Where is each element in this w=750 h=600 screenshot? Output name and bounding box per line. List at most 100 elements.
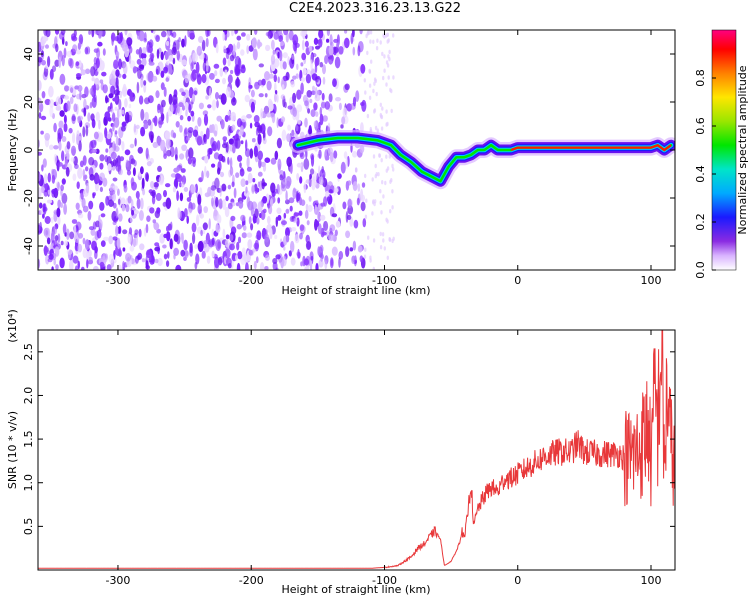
noise-blob — [275, 188, 278, 194]
noise-blob — [214, 70, 218, 77]
noise-blob — [304, 266, 309, 270]
noise-blob — [161, 30, 167, 38]
noise-blob — [135, 258, 139, 265]
noise-blob — [306, 220, 310, 226]
noise-blob — [382, 75, 385, 81]
noise-blob — [383, 246, 386, 251]
noise-blob — [377, 172, 380, 177]
noise-blob — [89, 102, 93, 109]
noise-blob — [367, 30, 371, 35]
spectrogram-x-label: Height of straight line (km) — [281, 284, 430, 297]
noise-blob — [225, 195, 229, 202]
noise-blob — [211, 250, 215, 258]
noise-blob — [386, 166, 390, 171]
noise-blob — [318, 121, 321, 131]
noise-blob — [368, 83, 372, 88]
noise-blob — [121, 125, 126, 132]
noise-blob — [105, 148, 109, 153]
noise-blob — [276, 117, 279, 128]
noise-blob — [338, 257, 341, 268]
x-tick-label: -300 — [105, 574, 130, 587]
noise-blob — [47, 56, 51, 68]
noise-blob — [140, 52, 147, 60]
noise-blob — [373, 109, 376, 114]
noise-blob — [233, 187, 237, 199]
noise-blob — [326, 38, 330, 43]
noise-blob — [286, 156, 293, 167]
noise-blob — [156, 48, 160, 59]
noise-blob — [53, 145, 59, 150]
noise-blob — [171, 32, 174, 37]
noise-blob — [320, 214, 326, 221]
noise-blob — [292, 92, 297, 104]
noise-blob — [122, 42, 128, 52]
noise-blob — [143, 31, 147, 42]
noise-blob — [225, 234, 230, 240]
noise-blob — [257, 124, 263, 134]
noise-blob — [148, 131, 155, 141]
noise-blob — [317, 246, 321, 256]
noise-blob — [69, 58, 74, 69]
noise-blob — [131, 181, 137, 191]
noise-blob — [129, 90, 133, 102]
y-tick-label: 0.5 — [22, 518, 35, 536]
noise-blob — [84, 239, 90, 251]
noise-blob — [178, 210, 182, 220]
noise-blob — [60, 30, 66, 36]
noise-blob — [206, 30, 211, 37]
noise-blob — [372, 39, 375, 44]
noise-blob — [59, 257, 65, 269]
noise-blob — [352, 181, 358, 192]
noise-blob — [213, 152, 220, 160]
noise-blob — [364, 90, 367, 95]
noise-blob — [213, 63, 220, 69]
noise-blob — [77, 243, 83, 253]
noise-blob — [43, 245, 48, 256]
noise-blob — [357, 45, 361, 57]
noise-blob — [64, 85, 70, 92]
noise-blob — [121, 205, 125, 212]
colorbar-scale — [711, 29, 737, 271]
noise-blob — [143, 80, 147, 86]
colorbar-tick-label: 0.0 — [694, 261, 707, 279]
noise-blob — [391, 189, 394, 194]
noise-blob — [228, 90, 235, 99]
noise-blob — [253, 145, 258, 158]
noise-blob — [301, 39, 305, 51]
noise-blob — [337, 173, 342, 180]
noise-blob — [71, 115, 76, 122]
noise-blob — [253, 242, 259, 250]
noise-blob — [44, 98, 51, 106]
noise-blob — [392, 75, 395, 80]
noise-blob — [183, 89, 190, 99]
noise-blob — [302, 30, 308, 37]
noise-blob — [49, 68, 54, 80]
noise-blob — [227, 74, 233, 84]
noise-blob — [308, 45, 313, 53]
noise-blob — [315, 76, 319, 83]
noise-blob — [115, 51, 120, 57]
noise-blob — [185, 109, 188, 117]
noise-blob — [165, 77, 170, 82]
noise-blob — [116, 136, 119, 145]
noise-blob — [363, 78, 366, 83]
noise-blob — [140, 197, 144, 210]
noise-blob — [179, 115, 184, 121]
noise-blob — [352, 96, 357, 107]
noise-blob — [82, 205, 89, 213]
noise-blob — [114, 106, 118, 111]
x-tick-label: 0 — [514, 274, 521, 287]
noise-blob — [325, 230, 330, 237]
noise-blob — [215, 92, 219, 100]
noise-blob — [44, 132, 51, 141]
noise-blob — [144, 111, 149, 122]
noise-blob — [61, 150, 65, 162]
noise-blob — [82, 126, 86, 138]
noise-blob — [252, 178, 256, 183]
noise-blob — [78, 140, 82, 152]
noise-blob — [106, 131, 112, 140]
noise-blob — [72, 44, 78, 53]
noise-blob — [168, 63, 172, 74]
noise-blob — [220, 93, 227, 105]
noise-blob — [63, 114, 67, 124]
